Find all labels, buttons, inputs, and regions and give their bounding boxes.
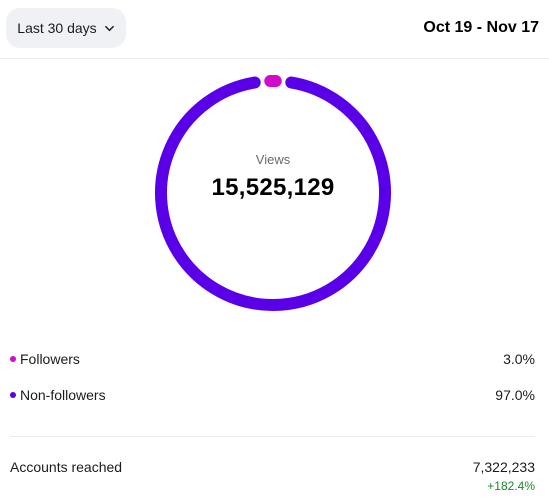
legend-label-followers: Followers — [20, 351, 80, 367]
accounts-reached-value: 7,322,233 — [472, 459, 535, 475]
section-divider — [10, 436, 535, 437]
legend-row-followers: Followers 3.0% — [0, 348, 549, 372]
non-followers-dot — [10, 392, 16, 398]
accounts-reached-label: Accounts reached — [10, 459, 123, 475]
accounts-reached-delta: +182.4% — [487, 479, 535, 493]
views-donut-chart: Views 15,525,129 — [150, 70, 396, 316]
date-range-dropdown-label: Last 30 days — [17, 20, 97, 36]
legend-label-non-followers: Non-followers — [20, 387, 106, 403]
header: Last 30 days Oct 19 - Nov 17 — [0, 0, 549, 59]
donut-slice-non-followers — [155, 76, 391, 311]
legend-row-non-followers: Non-followers 97.0% — [0, 384, 549, 408]
legend-value-followers: 3.0% — [503, 351, 535, 367]
donut-center-label: Views — [255, 152, 291, 167]
date-range-text: Oct 19 - Nov 17 — [423, 19, 539, 36]
legend-value-non-followers: 97.0% — [495, 387, 535, 403]
date-range-dropdown[interactable]: Last 30 days — [6, 8, 126, 48]
chevron-down-icon — [104, 25, 114, 31]
followers-dot — [10, 356, 16, 362]
donut-center-value: 15,525,129 — [211, 174, 335, 201]
donut-svg — [155, 74, 391, 311]
